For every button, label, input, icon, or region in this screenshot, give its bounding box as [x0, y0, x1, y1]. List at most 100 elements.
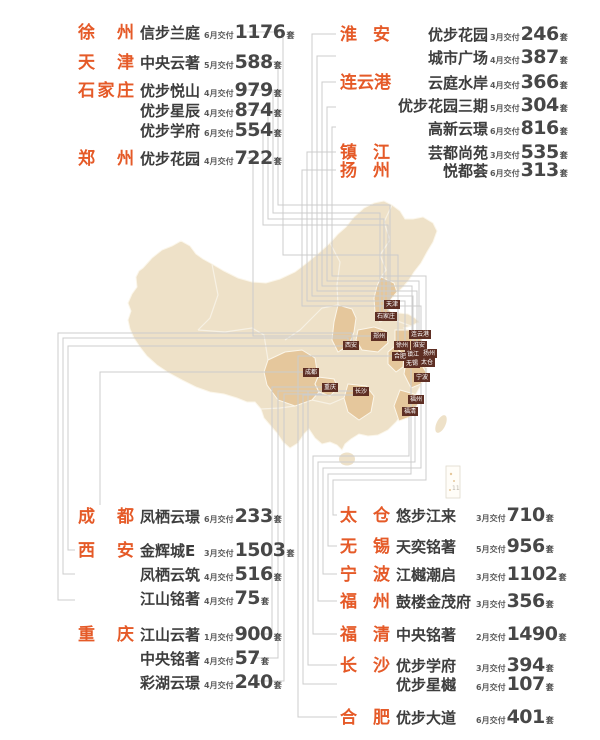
city-name: 宁波	[340, 565, 390, 585]
project-name: 信步兰庭	[140, 24, 201, 42]
delivery-count: 4月交付 240 套	[204, 670, 282, 698]
unit-suffix: 套	[545, 716, 554, 725]
city-name: 扬州	[340, 161, 390, 181]
hainan-island	[339, 452, 355, 466]
delivery-row: 西安 金辉城E 3月交付 1503 套	[78, 538, 294, 562]
unit-suffix: 套	[273, 573, 282, 582]
unit-suffix: 套	[273, 681, 282, 690]
connector-line	[332, 368, 427, 516]
unit-count: 535	[520, 141, 560, 163]
delivery-count: 1月交付 900 套	[204, 622, 282, 650]
unit-count: 710	[506, 504, 546, 526]
connector-line	[247, 157, 371, 337]
map-city-label: 郑州	[371, 332, 388, 341]
connector-line	[322, 383, 422, 575]
delivery-month: 6月交付	[490, 127, 520, 136]
project-name: 优步星樾	[396, 676, 457, 694]
delivery-row: 天津 中央云著 5月交付 588 套	[78, 51, 282, 73]
unit-suffix: 套	[273, 109, 282, 118]
project-name: 优步花园	[427, 26, 488, 44]
unit-suffix: 套	[545, 600, 554, 609]
sea-inset	[445, 465, 461, 499]
delivery-month: 4月交付	[490, 81, 520, 90]
delivery-count: 4月交付 874 套	[204, 100, 282, 124]
unit-suffix: 套	[273, 515, 282, 524]
delivery-row: 宁波 江樾潮启 3月交付 1102 套	[340, 563, 567, 585]
unit-suffix: 套	[559, 169, 568, 178]
delivery-row: 太仓 悠步江来 3月交付 710 套	[340, 504, 554, 526]
project-name: 芸都尚苑	[427, 144, 488, 162]
delivery-month: 5月交付	[476, 545, 506, 554]
connector-line	[306, 151, 406, 354]
unit-count: 900	[234, 623, 274, 645]
unit-count: 588	[234, 51, 274, 73]
delivery-count: 6月交付 313 套	[490, 159, 568, 185]
unit-count: 246	[520, 23, 560, 45]
connector-line	[311, 33, 414, 342]
delivery-month: 4月交付	[204, 681, 234, 690]
project-name: 城市广场	[427, 49, 488, 67]
unit-suffix: 套	[286, 31, 295, 40]
unit-count: 366	[520, 71, 560, 93]
project-name: 云庭水岸	[427, 74, 488, 92]
delivery-row: 郑州 优步花园 4月交付 722 套	[78, 148, 282, 169]
delivery-row: 彩湖云璟 4月交付 240 套	[78, 670, 282, 694]
map-city-label: 扬州	[421, 349, 438, 358]
delivery-row: 镇江 芸都尚苑 3月交付 535 套	[340, 141, 568, 164]
unit-count: 722	[234, 147, 274, 169]
city-name: 郑州	[78, 149, 134, 169]
map-city-label: 淮安	[411, 341, 428, 350]
unit-suffix: 套	[559, 33, 568, 42]
unit-count: 387	[520, 46, 560, 68]
delivery-month: 6月交付	[204, 129, 234, 138]
delivery-row: 淮安 优步花园 3月交付 246 套	[340, 23, 568, 46]
delivery-month: 3月交付	[476, 600, 506, 609]
delivery-month: 6月交付	[204, 515, 234, 524]
connector-line	[247, 61, 391, 301]
delivery-count: 3月交付 1503 套	[204, 538, 294, 566]
connector-line	[326, 106, 420, 331]
inset-mark: 11	[452, 485, 460, 492]
unit-suffix: 套	[559, 56, 568, 65]
project-name: 优步花园	[140, 150, 201, 168]
unit-count: 75	[234, 587, 261, 609]
project-name: 悠步江来	[396, 507, 457, 525]
project-name: 优步学府	[140, 122, 201, 140]
delivery-count: 3月交付 535 套	[490, 141, 568, 167]
delivery-count: 6月交付 554 套	[204, 120, 282, 144]
project-name: 江山铭著	[140, 590, 201, 608]
delivery-count: 3月交付 356 套	[476, 592, 554, 614]
delivery-row: 重庆 江山云著 1月交付 900 套	[78, 622, 282, 646]
connector-line	[297, 355, 392, 718]
map-city-label: 长沙	[353, 387, 370, 396]
connector-line	[312, 417, 410, 635]
city-name: 成都	[78, 507, 134, 527]
unit-count: 1102	[506, 563, 558, 585]
delivery-row: 中央铭著 4月交付 57 套	[78, 646, 269, 670]
delivery-count: 6月交付 107 套	[476, 675, 554, 697]
connector-line	[331, 126, 427, 331]
unit-suffix: 套	[273, 633, 282, 642]
project-name: 凤栖云筑	[140, 566, 201, 584]
connector-lines	[57, 31, 427, 718]
delivery-count: 3月交付 246 套	[490, 23, 568, 49]
unit-suffix: 套	[558, 573, 567, 582]
delivery-count: 5月交付 956 套	[476, 537, 554, 559]
delivery-count: 4月交付 722 套	[204, 148, 282, 172]
delivery-count: 6月交付 401 套	[476, 708, 554, 730]
connector-line	[62, 337, 349, 575]
connector-line	[301, 169, 422, 353]
delivery-row: 连云港 云庭水岸 4月交付 366 套	[340, 71, 568, 94]
unit-count: 1490	[506, 623, 558, 645]
project-name: 江樾潮启	[396, 566, 457, 584]
unit-suffix: 套	[261, 657, 270, 666]
delivery-row: 扬州 悦都荟 6月交付 313 套	[340, 159, 568, 182]
project-name: 彩湖云璟	[140, 674, 201, 692]
map-city-label: 西安	[343, 341, 360, 350]
unit-count: 233	[234, 505, 274, 527]
delivery-count: 5月交付 304 套	[490, 94, 568, 120]
map-city-label: 天津	[384, 300, 401, 309]
project-name: 江山云著	[140, 626, 201, 644]
delivery-month: 3月交付	[476, 514, 506, 523]
connector-line	[321, 81, 413, 331]
